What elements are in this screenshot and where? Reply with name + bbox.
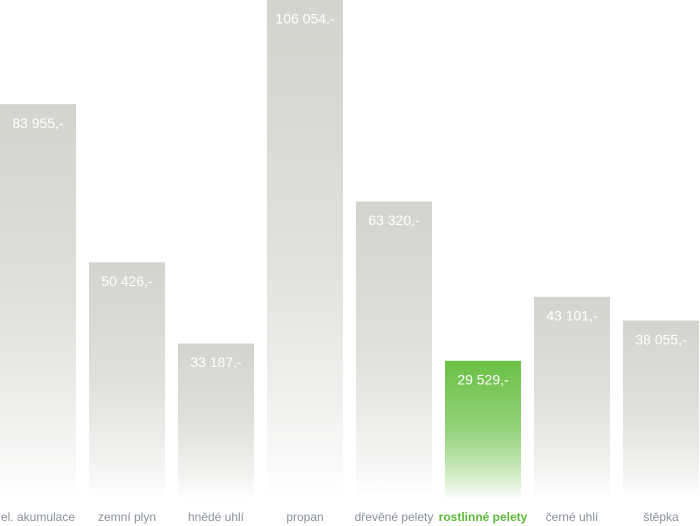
category-label: zemní plyn: [98, 510, 156, 524]
category-label: el. akumulace: [1, 510, 75, 524]
value-label: 38 055,-: [635, 331, 687, 347]
bar: [356, 201, 432, 500]
bar: [623, 320, 699, 500]
bar: [534, 296, 610, 500]
category-label: hnědé uhlí: [188, 510, 245, 524]
value-label: 43 101,-: [546, 308, 598, 324]
bar: [267, 0, 343, 500]
category-label: dřevěné pelety: [355, 510, 434, 524]
category-label: rostlinné pelety: [439, 510, 528, 524]
bar: [0, 104, 76, 500]
category-label: propan: [286, 510, 323, 524]
value-label: 83 955,-: [12, 115, 64, 131]
value-label: 33 187,-: [190, 354, 242, 370]
value-label: 106 054,-: [275, 11, 334, 27]
category-label: černé uhlí: [546, 510, 599, 524]
category-label: štěpka: [643, 510, 679, 524]
value-label: 29 529,-: [457, 371, 509, 387]
bar: [89, 262, 165, 500]
bar: [178, 343, 254, 500]
value-label: 63 320,-: [368, 212, 420, 228]
bar: [445, 360, 521, 500]
value-label: 50 426,-: [101, 273, 153, 289]
